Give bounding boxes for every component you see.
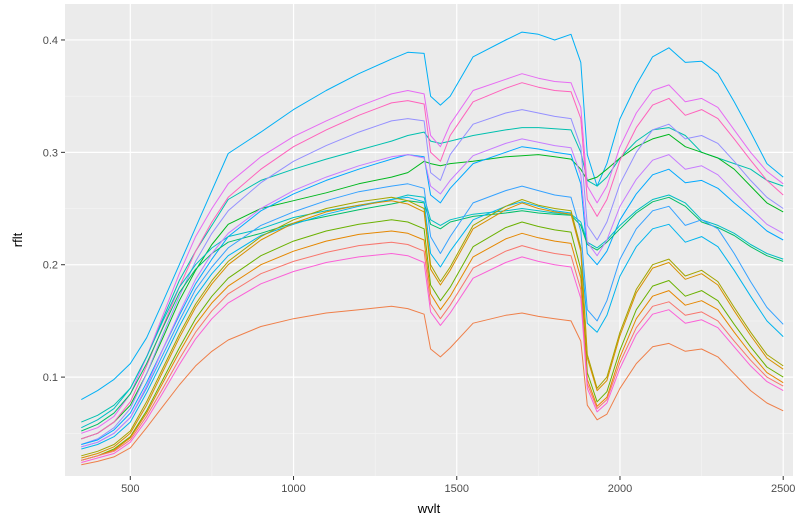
x-tick-label: 500 — [121, 483, 139, 495]
series-line-10 — [81, 183, 784, 448]
x-axis-title: wvlt — [417, 501, 441, 516]
series-line-7 — [81, 146, 784, 445]
series-line-3 — [81, 133, 784, 440]
series-line-18 — [81, 253, 784, 463]
x-tick-labels: 500 1000 1500 2000 2500 — [121, 483, 795, 495]
x-tick-label: 2500 — [771, 483, 795, 495]
series-line-8 — [81, 194, 784, 429]
series-line-1 — [81, 31, 784, 401]
series-line-11 — [81, 138, 784, 448]
series-line-2 — [81, 127, 784, 423]
y-tick-label: 0.1 — [43, 372, 58, 384]
y-axis-title: rflt — [10, 232, 25, 247]
series-line-12 — [81, 196, 784, 450]
y-tick-label: 0.2 — [43, 260, 58, 272]
y-tick-label: 0.4 — [43, 35, 58, 47]
y-tick-label: 0.3 — [43, 147, 58, 159]
series-line-17 — [81, 241, 784, 461]
series-line-16 — [81, 230, 784, 461]
series-line-13 — [81, 196, 784, 457]
minor-gridlines — [65, 4, 793, 476]
series-line-15 — [81, 219, 784, 461]
series-line-14 — [81, 200, 784, 459]
series-line-4 — [81, 73, 784, 434]
series-line-5 — [81, 82, 784, 440]
x-tick-label: 1500 — [445, 483, 469, 495]
x-tick-label: 2000 — [608, 483, 632, 495]
series-line-19 — [81, 305, 784, 466]
y-tick-labels: 0.1 0.2 0.3 0.4 — [43, 35, 58, 384]
series-line-9 — [81, 196, 784, 432]
axis-ticks — [61, 39, 784, 480]
series-lines — [81, 31, 784, 466]
x-tick-label: 1000 — [281, 483, 305, 495]
